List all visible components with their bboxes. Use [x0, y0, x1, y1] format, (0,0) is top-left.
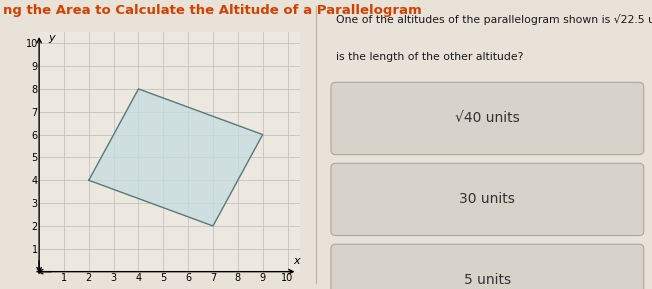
- Polygon shape: [89, 89, 263, 226]
- Text: is the length of the other altitude?: is the length of the other altitude?: [336, 52, 524, 62]
- FancyBboxPatch shape: [331, 244, 644, 289]
- Text: 5 units: 5 units: [464, 273, 511, 287]
- Text: y: y: [48, 32, 54, 42]
- Text: 30 units: 30 units: [460, 192, 515, 206]
- Text: √40 units: √40 units: [455, 112, 520, 125]
- Text: x: x: [293, 256, 299, 266]
- FancyBboxPatch shape: [331, 82, 644, 155]
- Text: ng the Area to Calculate the Altitude of a Parallelogram: ng the Area to Calculate the Altitude of…: [3, 4, 422, 17]
- Text: One of the altitudes of the parallelogram shown is √22.5 units.  What: One of the altitudes of the parallelogra…: [336, 14, 652, 25]
- FancyBboxPatch shape: [331, 163, 644, 236]
